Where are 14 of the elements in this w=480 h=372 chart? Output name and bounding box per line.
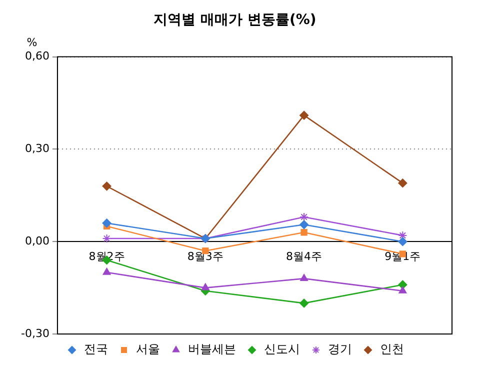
legend-label: 경기 [328,342,352,356]
legend-label: 서울 [136,342,160,356]
chart-title: 지역별 매매가 변동률(%) [154,12,316,28]
x-tick-label: 8월3주 [187,250,224,264]
y-tick-label: -0,30 [20,326,50,340]
legend-label: 버블세븐 [188,342,236,356]
legend-label: 전국 [84,342,108,356]
legend-label: 인천 [380,342,404,356]
x-tick-label: 8월4주 [286,250,322,264]
legend-label: 신도시 [264,342,300,356]
y-tick-label: 0,00 [24,234,50,248]
y-tick-label: 0,60 [24,50,50,63]
y-tick-label: 0,30 [24,142,50,156]
y-axis-title: % [26,36,38,50]
